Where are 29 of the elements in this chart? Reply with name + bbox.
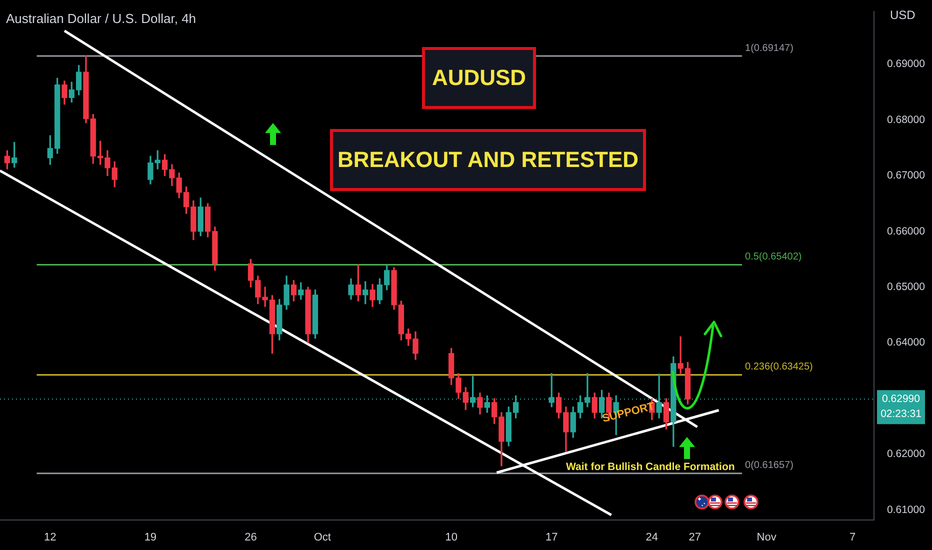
y-tick-label: 0.67000	[887, 170, 926, 182]
y-tick-label: 0.62000	[887, 448, 926, 460]
annotation: AUDUSD	[422, 47, 536, 109]
y-tick-label: 0.69000	[887, 58, 926, 70]
annotation: BREAKOUT AND RETESTED	[330, 129, 646, 191]
ref-line-label: 1(0.69147)	[745, 42, 794, 54]
x-tick-label: 10	[445, 532, 458, 544]
y-axis-title: USD	[890, 8, 916, 22]
ref-line-label: 0.62990	[882, 392, 920, 405]
x-tick-label: 12	[44, 532, 56, 544]
y-tick-label: 0.68000	[887, 114, 926, 126]
x-tick-label: 27	[688, 532, 702, 544]
annotation: Wait for Bullish Candle Formation	[566, 461, 735, 473]
ref-line-label: 0.5(0.65402)	[745, 251, 802, 262]
x-tick-label: 19	[144, 532, 157, 544]
y-tick-label: 0.64000	[887, 336, 926, 349]
y-tick-label: 0.66000	[887, 225, 926, 238]
x-tick-label: 24	[646, 532, 658, 544]
x-tick-label: 26	[244, 532, 257, 544]
chart-title: Australian Dollar / U.S. Dollar, 4h	[6, 11, 196, 26]
text: 02:23:31	[880, 408, 922, 420]
ref-line-label: 0(0.61657)	[745, 460, 794, 472]
x-tick-label: Nov	[756, 532, 777, 544]
x-tick-label: 7	[849, 532, 856, 544]
ref-line-label: 0.236(0.63425)	[745, 362, 813, 373]
x-tick-label: 17	[546, 532, 558, 544]
y-tick-label: 0.65000	[887, 280, 926, 293]
y-tick-label: 0.61000	[887, 504, 926, 516]
x-tick-label: Oct	[314, 532, 331, 544]
